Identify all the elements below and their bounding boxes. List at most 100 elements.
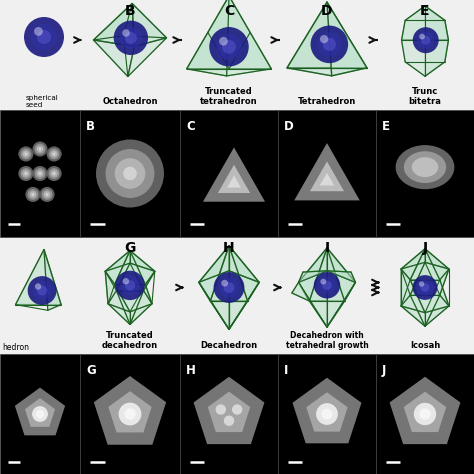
Polygon shape bbox=[105, 263, 130, 304]
Circle shape bbox=[27, 276, 56, 305]
Polygon shape bbox=[144, 271, 155, 304]
Circle shape bbox=[18, 146, 34, 162]
Ellipse shape bbox=[412, 157, 438, 177]
Polygon shape bbox=[187, 69, 271, 76]
Polygon shape bbox=[299, 283, 327, 327]
Text: I: I bbox=[284, 364, 288, 377]
Circle shape bbox=[417, 280, 433, 296]
Polygon shape bbox=[310, 301, 345, 327]
Polygon shape bbox=[16, 249, 61, 305]
Text: H: H bbox=[223, 241, 235, 255]
Text: G: G bbox=[86, 364, 96, 377]
Polygon shape bbox=[401, 269, 425, 313]
Polygon shape bbox=[401, 295, 425, 326]
Circle shape bbox=[319, 277, 336, 294]
Polygon shape bbox=[401, 249, 425, 269]
Polygon shape bbox=[425, 249, 449, 269]
Circle shape bbox=[123, 167, 137, 180]
Polygon shape bbox=[410, 262, 449, 295]
Polygon shape bbox=[117, 291, 144, 325]
Circle shape bbox=[33, 281, 52, 300]
Bar bbox=[0, 354, 80, 474]
Polygon shape bbox=[117, 263, 155, 291]
Bar bbox=[376, 110, 474, 237]
Polygon shape bbox=[132, 3, 166, 46]
Polygon shape bbox=[130, 251, 155, 284]
Text: Icosah: Icosah bbox=[410, 341, 440, 350]
Circle shape bbox=[49, 168, 60, 179]
Polygon shape bbox=[401, 306, 425, 326]
Polygon shape bbox=[401, 6, 448, 40]
Bar bbox=[278, 110, 376, 237]
Ellipse shape bbox=[36, 410, 44, 418]
Polygon shape bbox=[229, 246, 259, 283]
Polygon shape bbox=[187, 0, 229, 76]
Polygon shape bbox=[425, 6, 448, 76]
Circle shape bbox=[46, 193, 48, 196]
Circle shape bbox=[417, 32, 434, 49]
Ellipse shape bbox=[321, 409, 332, 419]
Circle shape bbox=[24, 153, 27, 155]
Polygon shape bbox=[130, 291, 152, 325]
Text: Truncated
decahedron: Truncated decahedron bbox=[102, 330, 158, 350]
Ellipse shape bbox=[316, 403, 338, 425]
Circle shape bbox=[49, 148, 60, 159]
Circle shape bbox=[24, 17, 64, 57]
Polygon shape bbox=[187, 0, 271, 69]
Polygon shape bbox=[440, 269, 449, 306]
Circle shape bbox=[96, 139, 164, 208]
Text: Octahedron: Octahedron bbox=[102, 97, 158, 106]
Circle shape bbox=[27, 189, 38, 200]
Polygon shape bbox=[115, 284, 152, 312]
Ellipse shape bbox=[32, 406, 48, 422]
Text: C: C bbox=[186, 120, 195, 133]
Text: G: G bbox=[124, 241, 136, 255]
Polygon shape bbox=[108, 291, 130, 325]
Circle shape bbox=[412, 275, 438, 300]
Circle shape bbox=[51, 170, 57, 177]
Polygon shape bbox=[199, 271, 229, 329]
Text: J: J bbox=[382, 364, 386, 377]
Text: Trunc
bitetra: Trunc bitetra bbox=[409, 87, 441, 106]
Polygon shape bbox=[299, 271, 327, 283]
Circle shape bbox=[51, 151, 57, 157]
Polygon shape bbox=[108, 304, 130, 325]
Circle shape bbox=[23, 151, 29, 157]
Polygon shape bbox=[210, 301, 247, 329]
Polygon shape bbox=[401, 249, 425, 280]
Circle shape bbox=[46, 166, 62, 181]
Polygon shape bbox=[327, 283, 356, 327]
Text: Decahedron: Decahedron bbox=[201, 341, 257, 350]
Circle shape bbox=[20, 168, 31, 179]
Polygon shape bbox=[310, 162, 344, 191]
Ellipse shape bbox=[419, 409, 430, 419]
Polygon shape bbox=[327, 248, 356, 301]
Circle shape bbox=[115, 271, 145, 300]
Circle shape bbox=[36, 170, 44, 177]
Circle shape bbox=[114, 21, 148, 55]
Text: spherical
seed: spherical seed bbox=[26, 94, 59, 108]
Bar bbox=[278, 354, 376, 474]
Circle shape bbox=[221, 280, 228, 287]
Circle shape bbox=[37, 285, 47, 296]
Polygon shape bbox=[210, 246, 247, 301]
Text: B: B bbox=[86, 120, 95, 133]
Polygon shape bbox=[130, 304, 152, 325]
Circle shape bbox=[123, 278, 129, 284]
Circle shape bbox=[320, 279, 326, 284]
Polygon shape bbox=[124, 3, 166, 38]
Circle shape bbox=[37, 30, 51, 44]
Circle shape bbox=[38, 147, 42, 151]
Polygon shape bbox=[199, 283, 229, 329]
Circle shape bbox=[42, 189, 53, 200]
Circle shape bbox=[310, 26, 348, 63]
Polygon shape bbox=[425, 249, 449, 280]
Polygon shape bbox=[15, 388, 65, 435]
Polygon shape bbox=[227, 0, 271, 76]
Polygon shape bbox=[229, 283, 259, 329]
Polygon shape bbox=[105, 251, 130, 284]
Circle shape bbox=[323, 38, 336, 51]
Circle shape bbox=[53, 153, 55, 155]
Polygon shape bbox=[199, 246, 229, 301]
Polygon shape bbox=[218, 165, 250, 193]
